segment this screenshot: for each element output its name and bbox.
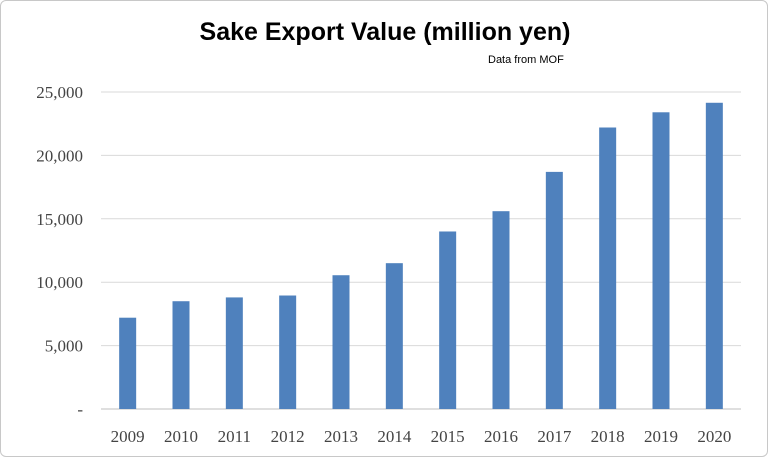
x-tick-label: 2018 bbox=[591, 427, 625, 446]
x-tick-label: 2016 bbox=[484, 427, 518, 446]
y-tick-label: 15,000 bbox=[36, 210, 83, 229]
bar-2009 bbox=[119, 317, 137, 409]
x-tick-label: 2009 bbox=[111, 427, 145, 446]
bar-2011 bbox=[225, 297, 243, 409]
x-tick-label: 2010 bbox=[164, 427, 198, 446]
y-tick-label: - bbox=[77, 400, 83, 419]
x-tick-label: 2017 bbox=[537, 427, 572, 446]
bar-2017 bbox=[545, 171, 563, 409]
y-tick-label: 25,000 bbox=[36, 83, 83, 102]
bar-2014 bbox=[385, 263, 403, 409]
y-tick-label: 20,000 bbox=[36, 146, 83, 165]
y-tick-label: 10,000 bbox=[36, 273, 83, 292]
x-tick-label: 2011 bbox=[218, 427, 251, 446]
x-tick-label: 2013 bbox=[324, 427, 358, 446]
bar-2015 bbox=[439, 231, 457, 409]
bar-2019 bbox=[652, 112, 670, 410]
bar-2016 bbox=[492, 211, 510, 409]
bar-2013 bbox=[332, 275, 350, 409]
bar-2018 bbox=[599, 127, 617, 409]
x-tick-label: 2015 bbox=[431, 427, 465, 446]
x-tick-label: 2014 bbox=[377, 427, 412, 446]
y-tick-label: 5,000 bbox=[45, 337, 83, 356]
x-tick-label: 2012 bbox=[271, 427, 305, 446]
bar-2010 bbox=[172, 301, 190, 409]
x-tick-label: 2020 bbox=[697, 427, 731, 446]
x-tick-label: 2019 bbox=[644, 427, 678, 446]
chart-subtitle: Data from MOF bbox=[488, 54, 564, 66]
bar-2020 bbox=[705, 102, 723, 409]
chart-title: Sake Export Value (million yen) bbox=[200, 18, 571, 46]
bar-2012 bbox=[279, 295, 297, 409]
